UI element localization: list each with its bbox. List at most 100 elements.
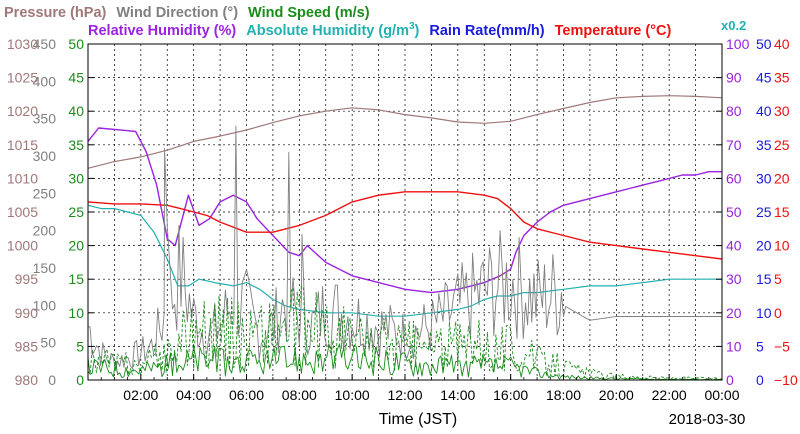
y-tick-label-rain-rate: 35 — [756, 137, 772, 153]
y-tick-label-wind-speed: 15 — [68, 271, 84, 287]
y-tick-label-rain-rate: 50 — [756, 36, 772, 52]
title-tail: ) — [415, 23, 420, 39]
series-line-wind-direction — [87, 125, 722, 372]
x-tick-label: 22:00 — [652, 387, 687, 403]
y-tick-label-temperature: 20 — [774, 170, 790, 186]
y-tick-label-rain-rate: 25 — [756, 204, 772, 220]
y-tick-label-wind-direction: 450 — [33, 36, 57, 52]
y-tick-label-rain-rate: 30 — [756, 170, 772, 186]
y-tick-label-pressure: 995 — [15, 271, 39, 287]
y-tick-label-pressure: 980 — [15, 372, 39, 388]
y-tick-label-relative-humidity: 20 — [726, 305, 742, 321]
y-tick-label-relative-humidity: 80 — [726, 103, 742, 119]
absolute-humidity-scale-note: x0.2 — [721, 18, 746, 33]
y-tick-label-pressure: 1025 — [7, 70, 38, 86]
y-tick-label-temperature: 35 — [774, 70, 790, 86]
y-tick-label-rain-rate: 5 — [756, 338, 764, 354]
y-tick-label-rain-rate: 10 — [756, 305, 772, 321]
title-superscript: 3 — [409, 21, 415, 32]
title-part: Absolute Humidity (g/m3) — [246, 21, 419, 39]
series — [87, 95, 723, 381]
y-tick-label-wind-speed: 30 — [68, 170, 84, 186]
y-axes: 9809859909951000100510101015102010251030… — [7, 36, 798, 388]
y-tick-label-wind-direction: 150 — [33, 260, 57, 276]
x-tick-label: 08:00 — [282, 387, 317, 403]
y-tick-label-temperature: −10 — [774, 372, 798, 388]
y-tick-label-rain-rate: 0 — [756, 372, 764, 388]
y-tick-label-pressure: 1000 — [7, 238, 38, 254]
y-tick-label-rain-rate: 45 — [756, 70, 772, 86]
title-part: Pressure (hPa) — [4, 5, 107, 21]
x-tick-label: 20:00 — [599, 387, 634, 403]
y-tick-label-temperature: 30 — [774, 103, 790, 119]
y-tick-label-wind-direction: 250 — [33, 185, 57, 201]
x-tick-label: 12:00 — [387, 387, 422, 403]
y-tick-label-wind-direction: 300 — [33, 148, 57, 164]
y-tick-label-wind-direction: 350 — [33, 111, 57, 127]
y-tick-label-wind-speed: 35 — [68, 137, 84, 153]
y-tick-label-pressure: 1005 — [7, 204, 38, 220]
y-tick-label-temperature: 15 — [774, 204, 790, 220]
y-tick-label-pressure: 1010 — [7, 170, 38, 186]
y-tick-label-wind-direction: 0 — [48, 372, 56, 388]
y-tick-label-relative-humidity: 0 — [726, 372, 734, 388]
y-tick-label-pressure: 985 — [15, 338, 39, 354]
y-tick-label-relative-humidity: 30 — [726, 271, 742, 287]
y-tick-label-relative-humidity: 40 — [726, 238, 742, 254]
x-tick-label: 06:00 — [229, 387, 264, 403]
x-tick-label: 04:00 — [176, 387, 211, 403]
y-tick-label-wind-speed: 45 — [68, 70, 84, 86]
series-line-pressure — [87, 95, 723, 169]
y-tick-label-temperature: 25 — [774, 137, 790, 153]
y-tick-label-temperature: 5 — [774, 271, 782, 287]
y-tick-label-wind-direction: 100 — [33, 297, 57, 313]
y-tick-label-wind-direction: 50 — [40, 335, 56, 351]
x-tick-label: 18:00 — [546, 387, 581, 403]
y-tick-label-wind-direction: 400 — [33, 73, 57, 89]
y-tick-label-relative-humidity: 50 — [726, 204, 742, 220]
y-tick-label-rain-rate: 40 — [756, 103, 772, 119]
x-tick-label: 14:00 — [440, 387, 475, 403]
y-tick-label-relative-humidity: 70 — [726, 137, 742, 153]
x-tick-label: 02:00 — [123, 387, 158, 403]
title-part: Wind Direction (°) — [116, 5, 238, 21]
x-tick-label: 16:00 — [493, 387, 528, 403]
date-label: 2018-03-30 — [669, 411, 746, 428]
y-tick-label-relative-humidity: 100 — [726, 36, 750, 52]
series-line-absolute-humidity — [87, 204, 722, 317]
x-axis-label: Time (JST) — [379, 411, 458, 428]
x-axis: 02:00 04:00 06:00 08:00 10:00 12:00 14:00 16:00… — [87, 374, 740, 403]
y-tick-label-temperature: 40 — [774, 36, 790, 52]
title-part: Temperature (°C) — [555, 23, 672, 39]
series-line-temperature — [87, 191, 723, 260]
y-tick-label-temperature: 0 — [774, 305, 782, 321]
grid — [88, 44, 722, 380]
y-tick-label-temperature: 10 — [774, 238, 790, 254]
y-tick-label-pressure: 990 — [15, 305, 39, 321]
y-tick-label-pressure: 1030 — [7, 36, 38, 52]
y-tick-label-rain-rate: 15 — [756, 271, 772, 287]
y-tick-label-wind-speed: 5 — [76, 338, 84, 354]
x-tick-label: 00:00 — [704, 387, 739, 403]
y-tick-label-wind-speed: 0 — [76, 372, 84, 388]
y-tick-label-wind-direction: 200 — [33, 223, 57, 239]
y-tick-label-relative-humidity: 90 — [726, 70, 742, 86]
series-line-relative-humidity — [87, 127, 722, 294]
y-tick-label-relative-humidity: 60 — [726, 170, 742, 186]
y-tick-label-pressure: 1020 — [7, 103, 38, 119]
y-tick-label-rain-rate: 20 — [756, 238, 772, 254]
y-tick-label-wind-speed: 40 — [68, 103, 84, 119]
y-tick-label-wind-speed: 10 — [68, 305, 84, 321]
chart-title: Pressure (hPa) Wind Direction (°) Wind Spe… — [4, 5, 671, 39]
y-tick-label-relative-humidity: 10 — [726, 338, 742, 354]
title-part: Wind Speed (m/s) — [248, 5, 370, 21]
y-tick-label-temperature: −5 — [774, 338, 790, 354]
y-tick-label-wind-speed: 25 — [68, 204, 84, 220]
y-tick-label-pressure: 1015 — [7, 137, 38, 153]
x-tick-label: 10:00 — [335, 387, 370, 403]
y-tick-label-wind-speed: 50 — [68, 36, 84, 52]
y-tick-label-wind-speed: 20 — [68, 238, 84, 254]
title-part: Rain Rate(mm/h) — [429, 23, 544, 39]
title-part: Relative Humidity (%) — [88, 23, 236, 39]
